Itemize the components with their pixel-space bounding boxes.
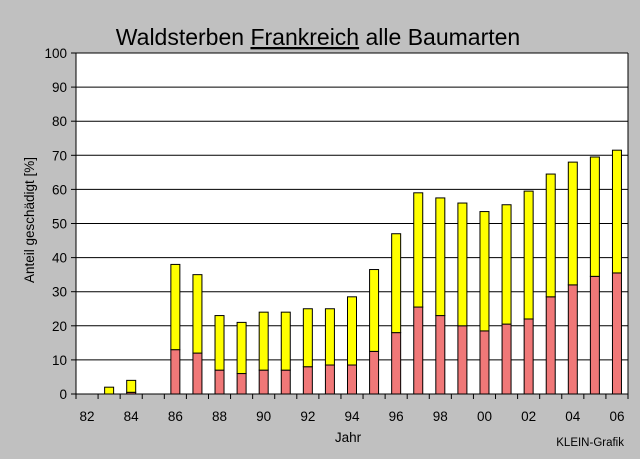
x-tick-label-1986: 86: [168, 409, 183, 424]
bar-upper-1988: [214, 315, 225, 371]
bar-upper-1983: [104, 386, 115, 395]
chart-title-part-1: Waldsterben: [116, 24, 251, 50]
bars: [104, 149, 622, 395]
chart-title-part-2: Frankreich: [250, 24, 359, 50]
bar-lower-1986: [170, 349, 181, 395]
x-tick-label-1998: 98: [433, 409, 448, 424]
bar-upper-1994: [347, 296, 357, 366]
bar-upper-2000: [479, 211, 490, 332]
bar-upper-1995: [369, 269, 380, 352]
bar-lower-2001: [501, 323, 512, 395]
bar-upper-1997: [413, 192, 424, 308]
bar-upper-2001: [501, 204, 512, 325]
bar-upper-1991: [280, 311, 291, 371]
chart-title-part-3: alle Baumarten: [359, 24, 520, 50]
x-tick-label-2004: 04: [565, 409, 581, 424]
bar-lower-2004: [567, 284, 578, 395]
bar-lower-1987: [192, 352, 203, 395]
y-tick-label-2: 20: [52, 319, 67, 334]
bar-upper-2004: [567, 161, 578, 286]
bar-upper-1993: [324, 308, 335, 366]
bar-lower-1992: [302, 366, 313, 395]
bar-lower-1993: [324, 364, 335, 395]
tick-labels: 0 10 20 30 40 50 60 70 80 90 100 82 84 86 88 90 92 94 96 98…: [44, 46, 624, 424]
credit-label: KLEIN-Grafik: [556, 437, 624, 449]
y-tick-label-9: 90: [52, 80, 67, 95]
x-axis-label: Jahr: [335, 430, 362, 445]
x-tick-label-1984: 84: [124, 409, 140, 424]
x-tick-label-2002: 02: [521, 409, 536, 424]
x-tick-label-1990: 90: [256, 409, 271, 424]
bar-lower-1994: [347, 364, 357, 395]
y-tick-label-0: 0: [59, 387, 67, 402]
x-tick-label-1994: 94: [344, 409, 360, 424]
x-tick-label-1982: 82: [80, 409, 95, 424]
bar-upper-1990: [258, 311, 269, 371]
bar-lower-1990: [258, 369, 269, 395]
bar-upper-1998: [435, 197, 446, 317]
y-axis-label: Anteil geschädigt [%]: [22, 157, 37, 283]
y-tick-label-4: 40: [52, 251, 67, 266]
bar-lower-2002: [523, 318, 534, 395]
bar-lower-1995: [369, 350, 380, 395]
bar-upper-1989: [236, 321, 247, 375]
y-tick-label-1: 10: [52, 353, 67, 368]
bar-upper-2005: [589, 156, 600, 277]
bar-upper-2002: [523, 190, 534, 320]
bar-lower-1998: [435, 315, 446, 395]
bar-lower-2005: [589, 275, 600, 395]
chart-title: Waldsterben Frankreich alle Baumarten: [116, 24, 520, 50]
y-tick-label-8: 80: [52, 114, 67, 129]
axes: [71, 52, 629, 399]
y-tick-label-6: 60: [52, 182, 67, 197]
bar-lower-2003: [545, 296, 556, 395]
x-tick-label-1992: 92: [300, 409, 315, 424]
bar-lower-1988: [214, 369, 225, 395]
bar-upper-1987: [192, 274, 203, 354]
bar-upper-1986: [170, 263, 181, 351]
bar-upper-1984: [126, 379, 137, 393]
y-tick-label-7: 70: [52, 148, 67, 163]
bar-lower-2006: [611, 272, 622, 395]
bar-upper-1999: [457, 202, 468, 327]
y-tick-label-5: 50: [52, 217, 67, 232]
bar-lower-1997: [413, 306, 424, 395]
x-tick-label-2006: 06: [609, 409, 624, 424]
x-tick-label-1988: 88: [212, 409, 227, 424]
bar-lower-1999: [457, 325, 468, 395]
bar-upper-2006: [611, 149, 622, 274]
gridlines: [76, 52, 628, 361]
bar-lower-1996: [391, 332, 402, 395]
bar-upper-2003: [545, 173, 556, 298]
bar-lower-2000: [479, 330, 490, 395]
x-tick-label-2000: 00: [477, 409, 492, 424]
x-tick-label-1996: 96: [389, 409, 404, 424]
bar-lower-1989: [236, 373, 247, 395]
bar-lower-1991: [280, 369, 291, 395]
bar-upper-1992: [302, 308, 313, 368]
bar-upper-1996: [391, 233, 402, 334]
y-tick-label-3: 30: [52, 285, 67, 300]
y-tick-label-10: 100: [44, 46, 67, 61]
